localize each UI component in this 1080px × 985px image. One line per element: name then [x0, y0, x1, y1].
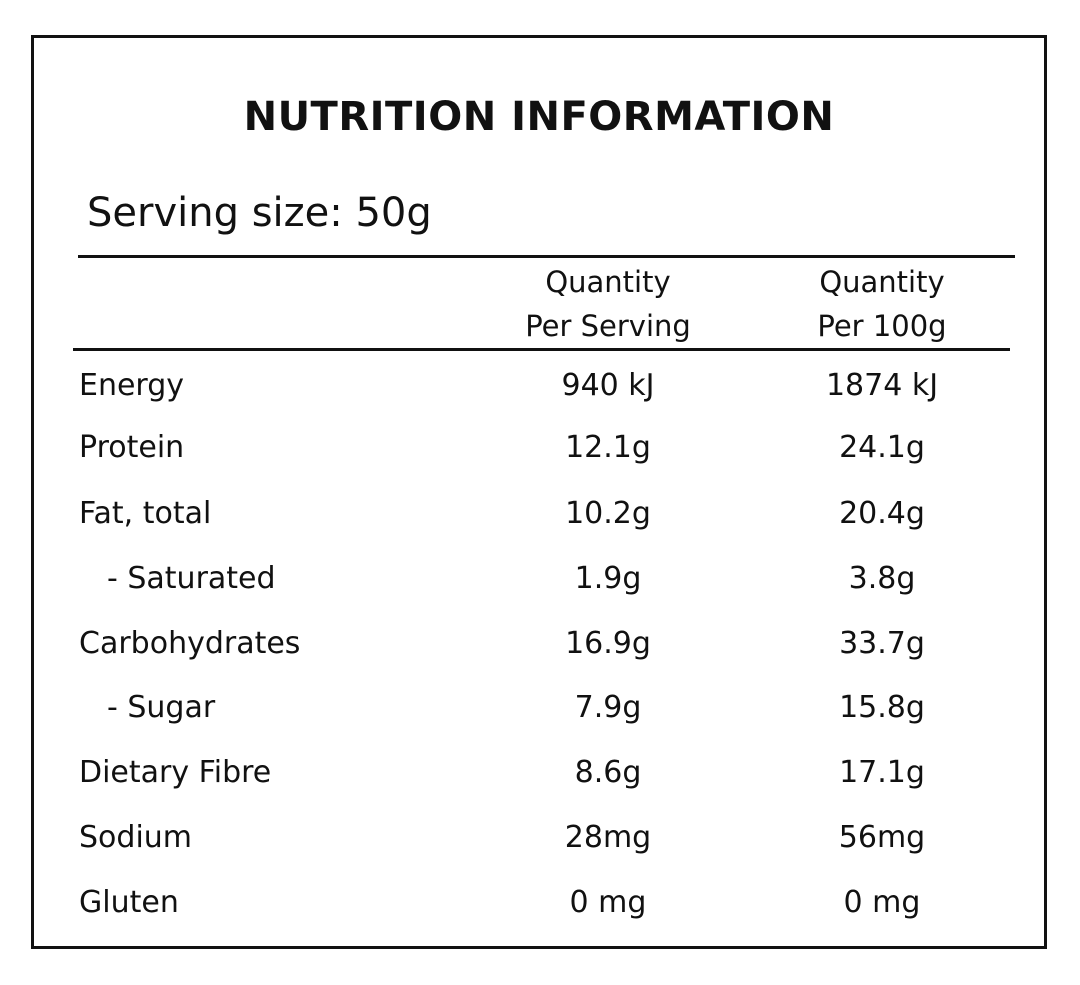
row-per-serving: 0 mg — [569, 885, 647, 920]
column-header-per-serving-line1: Quantity — [545, 265, 671, 299]
row-per-serving: 10.2g — [565, 496, 651, 531]
row-per-100g: 0 mg — [843, 885, 921, 920]
row-per-100g: 1874 kJ — [825, 368, 939, 403]
column-header-per-serving-line2: Per Serving — [525, 309, 691, 343]
row-per-serving: 16.9g — [565, 626, 651, 661]
row-per-serving: 28mg — [564, 820, 652, 855]
row-label: Gluten — [79, 885, 179, 920]
column-header-per-100g-line1: Quantity — [819, 265, 945, 299]
row-per-100g: 20.4g — [839, 496, 925, 531]
row-per-100g: 17.1g — [839, 755, 925, 790]
row-label: Energy — [79, 368, 185, 403]
panel-title: NUTRITION INFORMATION — [243, 94, 835, 140]
row-label: - Saturated — [107, 561, 276, 596]
header-divider — [73, 348, 1010, 351]
row-per-100g: 56mg — [838, 820, 926, 855]
table-row-gluten: Gluten 0 mg 0 mg — [34, 878, 1044, 928]
row-per-100g: 15.8g — [839, 690, 925, 725]
table-row-energy: Energy 940 kJ 1874 kJ — [34, 361, 1044, 411]
row-per-serving: 7.9g — [574, 690, 642, 725]
row-per-100g: 24.1g — [839, 430, 925, 465]
row-label: Fat, total — [79, 496, 212, 531]
table-row-carbohydrates: Carbohydrates 16.9g 33.7g — [34, 619, 1044, 669]
column-header-per-100g: Quantity Per 100g — [742, 260, 1022, 348]
row-label: Protein — [79, 430, 185, 465]
row-per-serving: 8.6g — [574, 755, 642, 790]
row-label: Carbohydrates — [79, 626, 301, 661]
row-label: Dietary Fibre — [79, 755, 272, 790]
row-per-serving: 1.9g — [574, 561, 642, 596]
row-per-serving: 12.1g — [565, 430, 651, 465]
table-row-sodium: Sodium 28mg 56mg — [34, 813, 1044, 863]
table-row-protein: Protein 12.1g 24.1g — [34, 423, 1044, 473]
column-header-per-100g-line2: Per 100g — [817, 309, 947, 343]
table-row-fat-total: Fat, total 10.2g 20.4g — [34, 489, 1044, 539]
table-row-dietary-fibre: Dietary Fibre 8.6g 17.1g — [34, 748, 1044, 798]
row-per-serving: 940 kJ — [561, 368, 655, 403]
row-per-100g: 3.8g — [848, 561, 916, 596]
row-label: - Sugar — [107, 690, 216, 725]
column-header-per-serving: Quantity Per Serving — [468, 260, 748, 348]
row-per-100g: 33.7g — [839, 626, 925, 661]
table-row-sugar: - Sugar 7.9g 15.8g — [34, 683, 1044, 733]
row-label: Sodium — [79, 820, 193, 855]
table-row-saturated: - Saturated 1.9g 3.8g — [34, 554, 1044, 604]
nutrition-panel: NUTRITION INFORMATION Serving size: 50g … — [31, 35, 1047, 949]
serving-size: Serving size: 50g — [87, 190, 432, 236]
top-divider — [78, 255, 1015, 258]
